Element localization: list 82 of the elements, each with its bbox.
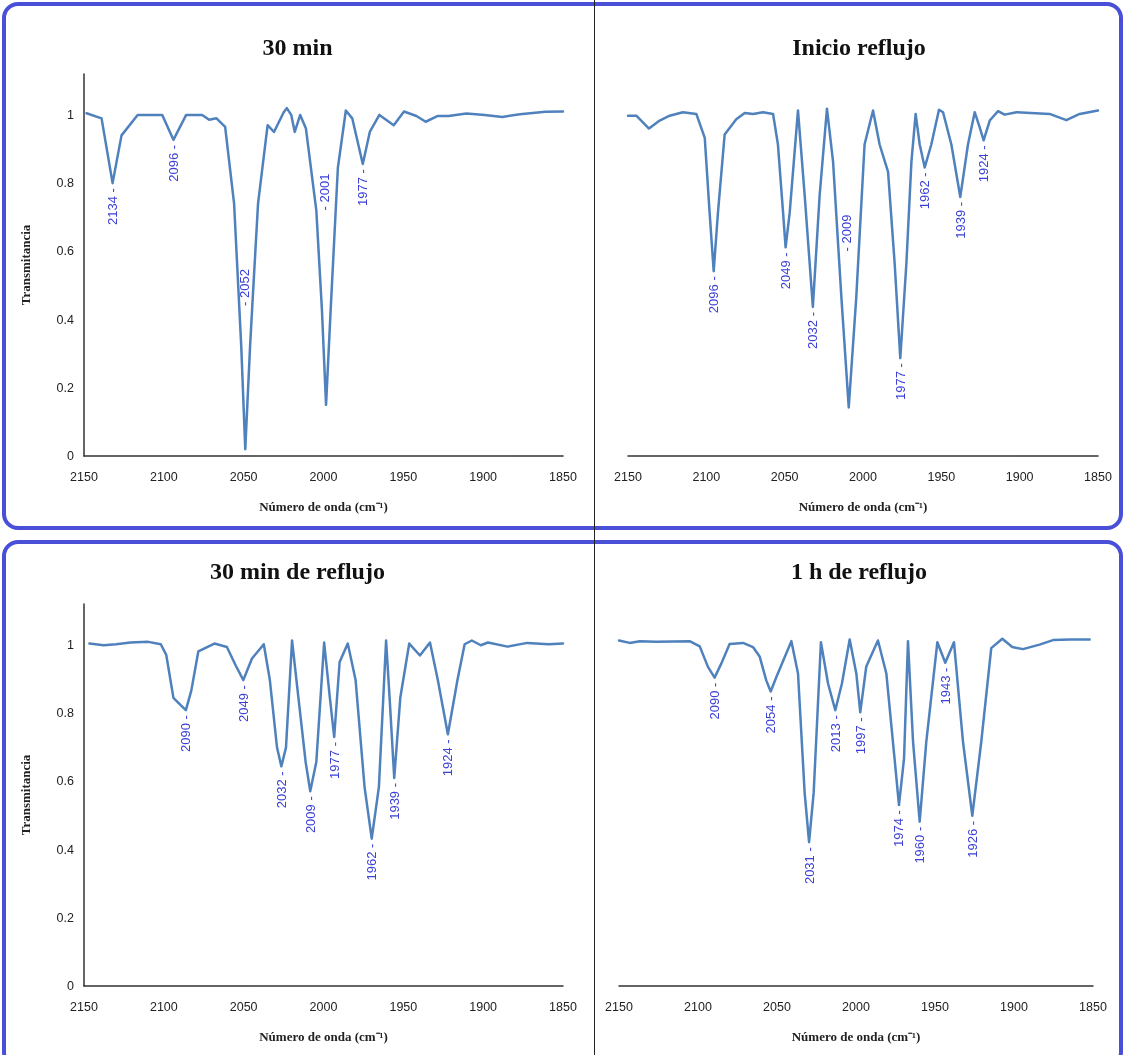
chart-title: 30 min — [262, 34, 333, 60]
annotation: 2049 - — [235, 685, 251, 722]
x-tick-label: 1900 — [469, 999, 498, 1014]
annotation: 2013 - — [827, 715, 843, 753]
annotation: 2134 - — [105, 188, 121, 226]
x-tick-label: 2100 — [684, 999, 712, 1014]
annotation: 2032 - — [805, 312, 821, 349]
annotation: 1939 - — [952, 201, 968, 239]
x-tick-label: 1950 — [927, 469, 956, 484]
x-tick-label: 2000 — [309, 999, 338, 1014]
annotation: 2054 - — [763, 696, 779, 734]
annotation: 2009 - — [302, 796, 318, 834]
y-tick-label: 1 — [67, 637, 75, 652]
y-tick-label: 0.4 — [56, 312, 75, 327]
x-tick-label: 2000 — [849, 469, 877, 484]
x-axis-title: Número de onda (cm⁻¹) — [798, 499, 928, 514]
x-tick-label: 2100 — [149, 469, 178, 484]
annotation: 1939 - — [386, 782, 402, 820]
x-tick-label: 2000 — [842, 999, 870, 1014]
y-tick-label: 0.2 — [56, 380, 75, 395]
x-tick-label: 1850 — [1084, 469, 1112, 484]
annotation: 2032 - — [273, 771, 289, 809]
x-axis-title: Número de onda (cm⁻¹) — [791, 1029, 921, 1044]
y-tick-label: 0.2 — [56, 910, 75, 925]
chart-title: Inicio reflujo — [792, 34, 926, 60]
x-tick-label: 2000 — [309, 469, 338, 484]
x-tick-label: 2050 — [229, 469, 258, 484]
x-tick-label: 1850 — [549, 469, 577, 484]
x-tick-label: 2050 — [763, 999, 791, 1014]
y-tick-label: 0 — [67, 449, 75, 463]
annotation: - 2009 — [839, 214, 855, 252]
line-series — [85, 106, 565, 451]
annotation: 1960 - — [912, 826, 928, 864]
annotation: - 2052 — [236, 269, 252, 306]
annotation: 1977 - — [355, 169, 371, 206]
annotation: 2090 - — [707, 682, 723, 720]
x-tick-label: 2100 — [692, 469, 721, 484]
annotation: 1974 - — [891, 810, 907, 847]
y-tick-label: 0.4 — [56, 842, 75, 857]
x-tick-label: 2150 — [70, 999, 98, 1014]
x-tick-label: 2050 — [229, 999, 258, 1014]
x-tick-label: 1900 — [469, 469, 498, 484]
x-tick-label: 2150 — [614, 469, 642, 484]
y-tick-label: 1 — [67, 107, 75, 122]
annotation: 1977 - — [892, 363, 908, 400]
x-tick-label: 1950 — [389, 999, 418, 1014]
annotation: 2096 - — [706, 276, 722, 314]
x-axis-title: Número de onda (cm⁻¹) — [259, 1029, 388, 1044]
y-tick-label: 0.6 — [56, 244, 75, 259]
annotation: 2090 - — [178, 715, 194, 752]
x-tick-label: 2100 — [149, 999, 178, 1014]
annotation: 1943 - — [937, 667, 953, 705]
line-series — [88, 639, 565, 840]
annotation: 1977 - — [326, 742, 342, 779]
chart-title: 1 h de reflujo — [790, 558, 928, 584]
annotation: 1962 - — [917, 172, 933, 210]
annotation: 1924 - — [440, 739, 456, 777]
x-tick-label: 1900 — [1000, 999, 1028, 1014]
annotation: 2096 - — [165, 144, 181, 182]
y-tick-label: 0.6 — [56, 774, 75, 789]
x-axis-title: Número de onda (cm⁻¹) — [259, 499, 388, 514]
annotation: 2049 - — [778, 252, 794, 290]
annotation: 1924 - — [976, 145, 992, 183]
x-tick-label: 2150 — [605, 999, 633, 1014]
annotation: - 2001 — [316, 173, 332, 211]
x-tick-label: 2150 — [70, 469, 98, 484]
x-tick-label: 1850 — [549, 999, 577, 1014]
x-tick-label: 1950 — [921, 999, 949, 1014]
y-axis-title: Transmitancia — [18, 754, 33, 836]
x-tick-label: 1850 — [1079, 999, 1107, 1014]
y-axis-title: Transmitancia — [18, 224, 33, 306]
annotation: 1997 - — [852, 717, 868, 755]
x-tick-label: 1900 — [1005, 469, 1034, 484]
y-tick-label: 0.8 — [56, 706, 75, 721]
x-tick-label: 2050 — [770, 469, 799, 484]
y-tick-label: 0.8 — [56, 176, 75, 191]
annotation: 1926 - — [964, 820, 980, 858]
annotation: 2031 - — [801, 847, 817, 885]
x-tick-label: 1950 — [389, 469, 418, 484]
annotation: 1962 - — [364, 843, 380, 881]
y-tick-label: 0 — [67, 979, 75, 993]
chart-title: 30 min de reflujo — [210, 558, 385, 584]
